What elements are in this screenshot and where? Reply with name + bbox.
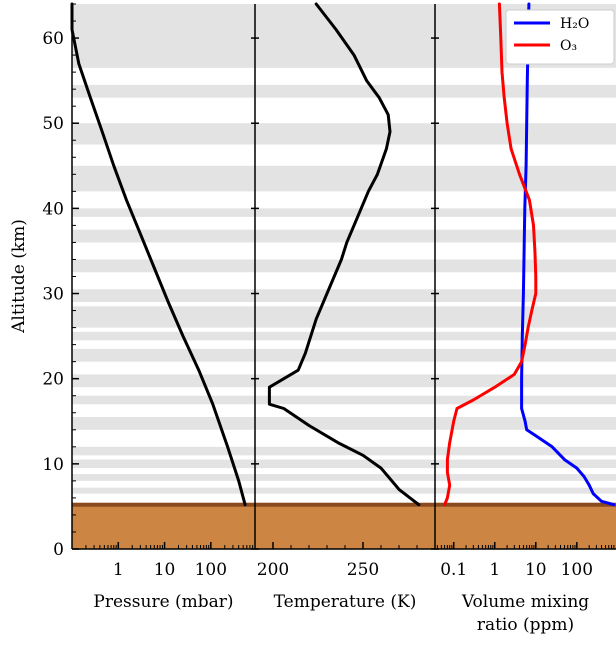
tick-marks: 0 10 20 30 40 50 60 1 10 100 Pressure (mbar) 200 250… — [42, 3, 615, 635]
gray-band — [72, 395, 616, 405]
gray-bands — [72, 4, 616, 494]
x-tick-label-mixing: 1 — [489, 560, 500, 580]
x-tick-label-mixing: 0.1 — [440, 560, 467, 580]
ground-line — [72, 502, 616, 507]
x-tick-label-pressure: 100 — [195, 560, 227, 580]
ground-layer — [72, 502, 616, 549]
legend: H₂O O₃ — [505, 9, 615, 65]
x-axis-title-pressure: Pressure (mbar) — [93, 592, 233, 612]
series-line-mixing-1 — [443, 2, 538, 507]
y-tick-label: 0 — [53, 540, 64, 560]
gray-band — [72, 331, 616, 341]
x-axis-title-temperature: Temperature (K) — [274, 592, 417, 612]
x-axis-title-mixing: Volume mixing — [461, 592, 589, 612]
x-tick-label-mixing: 100 — [561, 560, 593, 580]
y-tick-label: 10 — [42, 455, 64, 475]
y-axis-title: Altitude (km) — [9, 219, 29, 334]
legend-label: H₂O — [560, 16, 589, 32]
gray-band — [72, 84, 616, 98]
x-tick-label-temperature: 200 — [257, 560, 289, 580]
gray-band — [72, 417, 616, 430]
gray-band — [72, 306, 616, 328]
gray-band — [72, 165, 616, 192]
gray-band — [72, 348, 616, 362]
x-axis-title-line2-mixing: ratio (ppm) — [477, 615, 574, 635]
gray-band — [72, 374, 616, 388]
x-tick-label-pressure: 1 — [113, 560, 124, 580]
y-tick-label: 60 — [42, 29, 64, 49]
y-tick-label: 20 — [42, 370, 64, 390]
gray-band — [72, 208, 616, 217]
x-tick-label-temperature: 250 — [347, 560, 379, 580]
series-line-pressure — [70, 2, 247, 507]
x-tick-label-mixing: 10 — [525, 560, 547, 580]
gray-band — [72, 446, 616, 456]
series-line-mixing-0 — [520, 2, 616, 507]
y-tick-label: 30 — [42, 285, 64, 305]
profile-lines — [70, 2, 616, 507]
gray-band — [72, 289, 616, 303]
x-tick-label-pressure: 10 — [154, 560, 176, 580]
ground-fill — [72, 504, 616, 549]
gray-band — [72, 459, 616, 469]
gray-band — [72, 487, 616, 494]
gray-band — [72, 259, 616, 273]
gray-band — [72, 123, 616, 145]
y-tick-label: 40 — [42, 199, 64, 219]
series-line-temperature — [267, 2, 421, 507]
gray-band — [72, 474, 616, 481]
legend-label: O₃ — [560, 38, 577, 54]
y-tick-label: 50 — [42, 114, 64, 134]
gray-band — [72, 229, 616, 243]
